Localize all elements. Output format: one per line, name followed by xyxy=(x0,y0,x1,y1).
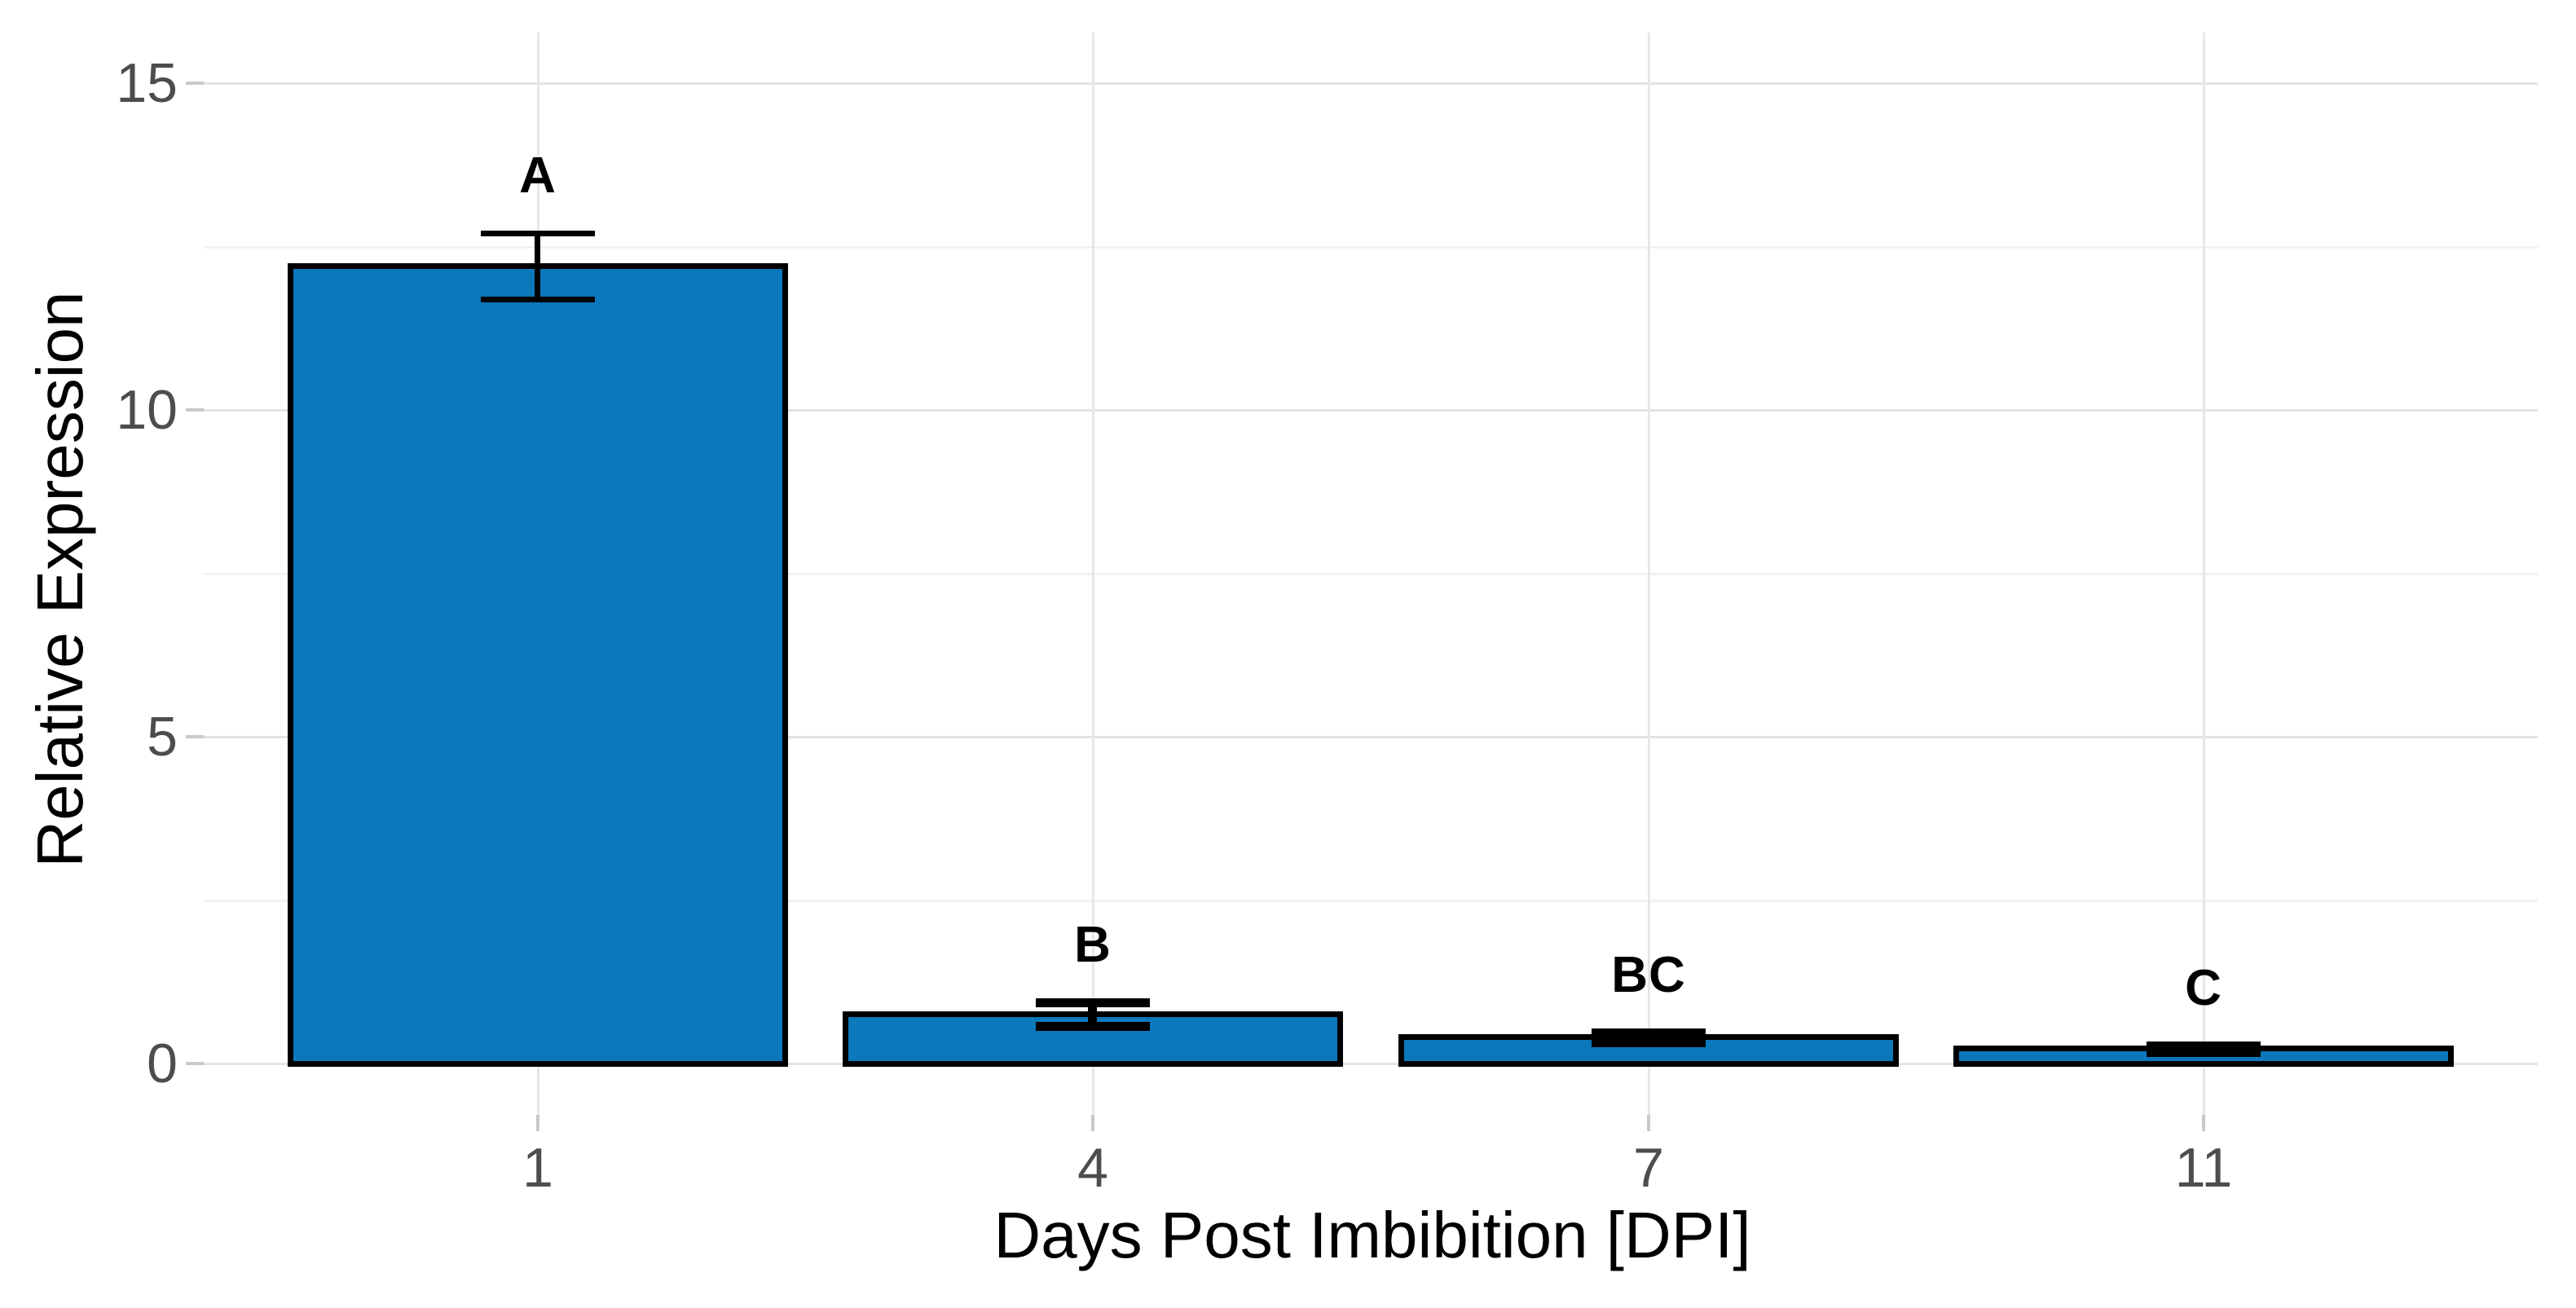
gridline-x xyxy=(2203,33,2205,1115)
gridline-y-minor xyxy=(204,899,2538,902)
gridline-y-major xyxy=(204,736,2538,738)
y-tick-mark xyxy=(186,735,204,738)
y-tick-label: 10 xyxy=(116,379,178,441)
y-tick-mark xyxy=(186,408,204,412)
error-bar-stem xyxy=(1088,1002,1097,1027)
x-tick-mark xyxy=(1091,1115,1094,1131)
bar xyxy=(288,262,788,1067)
significance-letter: A xyxy=(519,148,557,205)
gridline-y-major xyxy=(204,82,2538,85)
error-bar-stem xyxy=(535,233,540,299)
x-tick-label: 4 xyxy=(1077,1137,1108,1199)
significance-letter: BC xyxy=(1611,947,1686,1004)
x-tick-label: 11 xyxy=(2174,1137,2233,1199)
significance-letter: B xyxy=(1074,917,1112,974)
error-bar-cap-bottom xyxy=(2147,1048,2261,1058)
gridline-y-minor xyxy=(204,572,2538,575)
x-tick-label: 7 xyxy=(1633,1137,1664,1199)
y-tick-label: 5 xyxy=(147,706,178,768)
plot-panel: A B BC C xyxy=(204,33,2538,1115)
x-tick-label: 1 xyxy=(522,1137,553,1199)
x-tick-mark xyxy=(2202,1115,2205,1131)
gridline-x xyxy=(1648,33,1650,1115)
error-bar-cap-bottom xyxy=(481,296,595,302)
y-tick-mark xyxy=(186,1062,204,1065)
x-tick-mark xyxy=(1647,1115,1650,1131)
significance-letter: C xyxy=(2185,960,2222,1017)
gridline-y-major xyxy=(204,409,2538,412)
y-tick-label: 0 xyxy=(147,1033,178,1094)
error-bar-cap-top xyxy=(481,231,595,237)
gridline-y-major xyxy=(204,1063,2538,1065)
x-tick-mark xyxy=(536,1115,539,1131)
error-bar-cap-bottom xyxy=(1036,1022,1150,1032)
gridline-x xyxy=(1092,33,1094,1115)
error-bar-cap-bottom xyxy=(1592,1037,1706,1047)
error-bar-cap-top xyxy=(1036,998,1150,1008)
error-bar-cap-top xyxy=(2147,1042,2261,1051)
gridline-y-minor xyxy=(204,245,2538,249)
y-tick-label: 15 xyxy=(116,52,178,114)
x-axis-title: Days Post Imbibition [DPI] xyxy=(993,1199,1751,1271)
y-axis-title: Relative Expression xyxy=(24,291,96,868)
error-bar-cap-top xyxy=(1592,1028,1706,1038)
y-tick-mark xyxy=(186,81,204,85)
